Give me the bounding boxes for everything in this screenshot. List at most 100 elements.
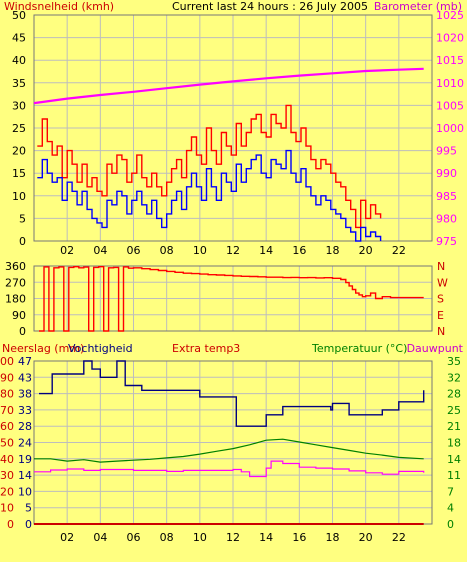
barometer-axis-title: Barometer (mb) [374,0,462,13]
rain-y-tick-label: 100 [0,355,14,368]
wind-gust-series [37,104,382,229]
wind-y-tick-label: 20 [12,145,26,158]
direction-y-tick-label: 90 [12,309,26,322]
humidity-y-tick-label: 0 [25,518,32,531]
temperature-y-tick-label: 28 [447,388,461,401]
rain-y-tick-label: 10 [0,502,14,515]
temperature-y-tick-label: 32 [447,371,461,384]
wind-y-tick-label: 30 [12,99,26,112]
rain-axis-title: Neerslag (mm) [2,342,84,355]
plot-frame [33,14,433,242]
x-tick-label: 12 [226,244,240,257]
x-tick-label: 10 [193,244,207,257]
x-tick-label: 04 [93,531,107,544]
humidity-y-tick-label: 5 [25,502,32,515]
wind-y-tick-label: 45 [12,32,26,45]
wind-y-tick-label: 50 [12,9,26,22]
x-tick-label: 12 [226,531,240,544]
compass-tick-label: W [437,276,448,289]
dewpoint-axis-title: Dauwpunt [407,342,464,355]
x-tick-label: 18 [326,244,340,257]
barometer-series [33,67,424,105]
x-tick-label: 02 [60,244,74,257]
humidity-y-tick-label: 47 [18,355,32,368]
compass-tick-label: N [437,325,445,338]
rain-y-tick-label: 0 [7,518,14,531]
x-tick-label: 06 [127,244,141,257]
temperature-y-tick-label: 14 [447,453,461,466]
direction-y-tick-label: 270 [5,276,26,289]
humidity-y-tick-label: 33 [18,404,32,417]
wind-y-tick-label: 0 [19,235,26,248]
x-tick-label: 20 [359,244,373,257]
humidity-y-tick-label: 14 [18,469,32,482]
humidity-y-tick-label: 10 [18,485,32,498]
x-tick-label: 14 [259,244,273,257]
rain-y-tick-label: 70 [0,404,14,417]
humidity-y-tick-label: 24 [18,437,32,450]
plot-frame [33,265,433,332]
wind-y-tick-label: 5 [19,212,26,225]
wind-average-series [37,149,382,242]
barometer-y-tick-label: 975 [436,235,457,248]
wind-y-tick-label: 15 [12,167,26,180]
wind-y-tick-label: 25 [12,122,26,135]
barometer-y-tick-label: 1000 [436,122,464,135]
direction-y-tick-label: 360 [5,260,26,273]
x-tick-label: 20 [359,531,373,544]
humidity-y-tick-label: 38 [18,388,32,401]
rain-y-tick-label: 60 [0,420,14,433]
x-tick-label: 16 [292,531,306,544]
x-tick-label: 16 [292,244,306,257]
x-tick-label: 14 [259,531,273,544]
wind-y-tick-label: 35 [12,77,26,90]
extra-temp-title: Extra temp3 [172,342,240,355]
barometer-y-tick-label: 990 [436,167,457,180]
temperature-y-tick-label: 25 [447,404,461,417]
humidity-y-tick-label: 28 [18,420,32,433]
barometer-y-tick-label: 1025 [436,9,464,22]
temperature-y-tick-label: 7 [447,485,454,498]
x-tick-label: 22 [392,244,406,257]
temperature-y-tick-label: 0 [447,518,454,531]
x-tick-label: 02 [60,531,74,544]
wind-y-tick-label: 40 [12,54,26,67]
rain-y-tick-label: 30 [0,469,14,482]
rain-y-tick-label: 90 [0,371,14,384]
x-tick-label: 08 [160,531,174,544]
x-tick-label: 22 [392,531,406,544]
temperature-axis-title: Temperatuur (°C) [311,342,407,355]
direction-y-tick-label: 0 [19,325,26,338]
rain-y-tick-label: 20 [0,485,14,498]
temperature-y-tick-label: 18 [447,437,461,450]
wind-direction-series [39,266,424,332]
barometer-y-tick-label: 995 [436,145,457,158]
temperature-y-tick-label: 11 [447,469,461,482]
barometer-y-tick-label: 980 [436,212,457,225]
compass-tick-label: N [437,260,445,273]
x-tick-label: 10 [193,531,207,544]
barometer-y-tick-label: 1010 [436,77,464,90]
barometer-y-tick-label: 985 [436,190,457,203]
compass-tick-label: E [437,309,444,322]
x-tick-label: 08 [160,244,174,257]
wind-axis-title: Windsnelheid (kmh) [4,0,114,13]
temperature-series [34,438,424,463]
compass-tick-label: S [437,293,444,306]
x-tick-label: 18 [326,531,340,544]
barometer-y-tick-label: 1015 [436,54,464,67]
humidity-axis-title: Vochtigheid [68,342,133,355]
temperature-y-tick-label: 4 [447,502,454,515]
rain-y-tick-label: 80 [0,388,14,401]
humidity-series [39,360,425,427]
temperature-y-tick-label: 35 [447,355,461,368]
humidity-y-tick-label: 43 [18,371,32,384]
barometer-y-tick-label: 1005 [436,99,464,112]
barometer-y-tick-label: 1020 [436,32,464,45]
chart-title: Current last 24 hours : 26 July 2005 [172,0,368,13]
dewpoint-series [34,460,425,478]
rain-y-tick-label: 50 [0,437,14,450]
temperature-y-tick-label: 21 [447,420,461,433]
rain-y-tick-label: 40 [0,453,14,466]
